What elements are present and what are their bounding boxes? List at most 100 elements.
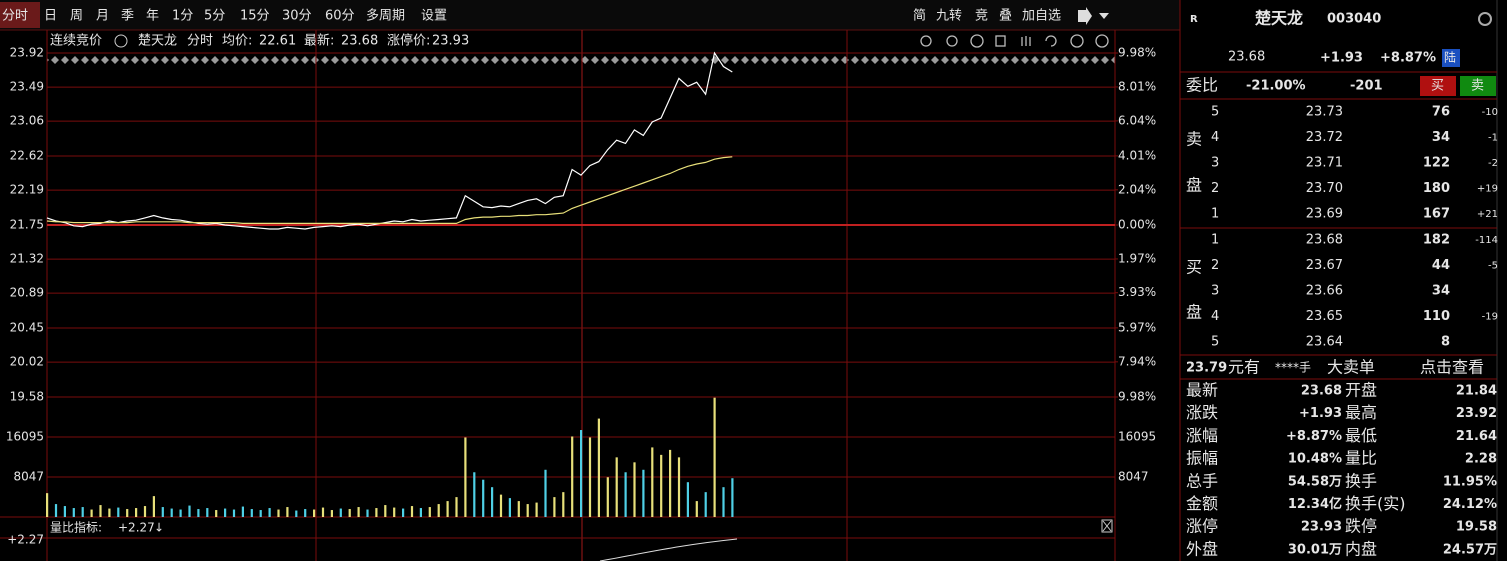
ind-arrow: ↓ [154, 521, 164, 535]
tool-menu[interactable] [1099, 13, 1109, 19]
volume-bar [677, 457, 681, 517]
stat-value: 10.48% [1288, 452, 1342, 467]
indicator-line [599, 538, 738, 561]
tab[interactable]: 年 [146, 9, 159, 24]
tab[interactable]: 季 [121, 9, 134, 24]
tab[interactable]: 设置 [421, 9, 447, 24]
volume-bar [241, 506, 244, 517]
level: 2 [1211, 258, 1219, 273]
level: 5 [1211, 105, 1219, 120]
volume-bar [72, 508, 75, 517]
book-price: 23.68 [1306, 233, 1343, 248]
big-link[interactable]: 点击查看 [1420, 358, 1484, 377]
volume-bar [250, 509, 253, 517]
tab[interactable]: 1分 [172, 9, 193, 24]
stat-key: 最低 [1345, 426, 1377, 445]
volume-bar [393, 507, 396, 517]
avg-line [46, 156, 733, 224]
y-tick-label: 20.45 [10, 321, 44, 335]
tab[interactable]: 周 [70, 9, 83, 24]
volume-bar [588, 437, 592, 517]
volume-bar [686, 482, 689, 517]
tab-selected[interactable] [0, 2, 40, 28]
volume-bar [321, 507, 325, 517]
settings[interactable] [1478, 12, 1492, 26]
volume-bar [642, 469, 645, 517]
volume-bar [179, 509, 182, 517]
volume-bar [695, 501, 698, 517]
book-vol: 8 [1441, 335, 1450, 350]
tab[interactable]: 30分 [282, 9, 312, 24]
book-label: 盘 [1186, 176, 1202, 195]
stat-key: 最高 [1345, 403, 1377, 422]
volume-bar [90, 509, 93, 517]
y2-tick-label: 8.01% [1118, 79, 1156, 93]
book-price: 23.70 [1306, 181, 1343, 196]
volume-bar [669, 449, 672, 517]
stat-value: +8.87% [1286, 429, 1342, 444]
tool[interactable]: 加自选 [1022, 9, 1061, 24]
limit: 23.93 [432, 34, 469, 49]
big-unit: 元有 [1228, 358, 1260, 377]
buy-btn[interactable] [1420, 76, 1456, 96]
stat-key: 金额 [1186, 494, 1218, 513]
info-icon[interactable] [114, 34, 128, 48]
volume-bar [348, 509, 351, 517]
tab[interactable]: 多周期 [366, 8, 405, 24]
mode: 连续竞价 [50, 33, 102, 49]
y-tick-label: 23.49 [10, 80, 44, 94]
auction-markers [47, 56, 1115, 64]
book-price: 23.67 [1306, 258, 1343, 273]
tab[interactable]: 日 [44, 9, 57, 24]
volume-bar [544, 469, 547, 517]
level: 3 [1211, 284, 1219, 299]
sell-btn[interactable] [1460, 76, 1496, 96]
tab[interactable]: 5分 [204, 9, 225, 24]
volume-bar [330, 510, 333, 517]
close-icon[interactable] [1102, 520, 1112, 532]
y-tick-label: 20.89 [10, 286, 44, 300]
volume-bar [651, 447, 654, 517]
stat-value: 30.01万 [1288, 542, 1342, 557]
volume-bar [580, 430, 583, 517]
level: 4 [1211, 309, 1219, 324]
volume-bar [81, 507, 84, 517]
tool[interactable]: 叠 [999, 9, 1012, 24]
ind-tick: +2.27 [7, 533, 44, 547]
book-vol: 182 [1423, 233, 1450, 248]
book-chg: -114 [1475, 235, 1498, 246]
volume-bar [402, 508, 405, 517]
tab[interactable]: 60分 [325, 9, 355, 24]
stat-key: 涨跌 [1186, 403, 1218, 422]
buy[interactable]: 买 [1431, 79, 1444, 94]
tag-bg [1442, 49, 1460, 67]
big-label: 大卖单 [1327, 358, 1375, 377]
book-chg: +21 [1477, 209, 1498, 220]
level: 5 [1211, 335, 1219, 350]
stat-key: 开盘 [1345, 381, 1377, 400]
book-chg: -1 [1488, 133, 1498, 144]
vol-tick-label: 8047 [13, 470, 44, 484]
book-vol: 44 [1432, 258, 1450, 273]
close-indicator[interactable] [1101, 519, 1113, 533]
tool-arrow[interactable] [1078, 7, 1092, 25]
tab[interactable]: 分时 [2, 9, 28, 24]
volume-bar [339, 508, 342, 517]
volume-bar [135, 508, 138, 517]
volume-bar [295, 510, 298, 517]
stat-key: 最新 [1186, 381, 1218, 400]
tool[interactable]: 竞 [975, 8, 988, 24]
tab[interactable]: 月 [96, 9, 109, 24]
volume-bar [206, 508, 209, 517]
tab[interactable]: 15分 [240, 9, 270, 24]
volume-bar [446, 501, 449, 517]
stat-value: +1.93 [1299, 406, 1342, 421]
sell[interactable]: 卖 [1471, 79, 1484, 94]
volume-bar [660, 454, 663, 517]
vol-tick-label: 8047 [1118, 470, 1149, 484]
volume-bar [375, 508, 378, 517]
stat-value: 24.12% [1443, 497, 1497, 512]
chart-tools[interactable] [920, 34, 1109, 48]
tool[interactable]: 简 [913, 8, 926, 24]
tool[interactable]: 九转 [936, 9, 962, 24]
